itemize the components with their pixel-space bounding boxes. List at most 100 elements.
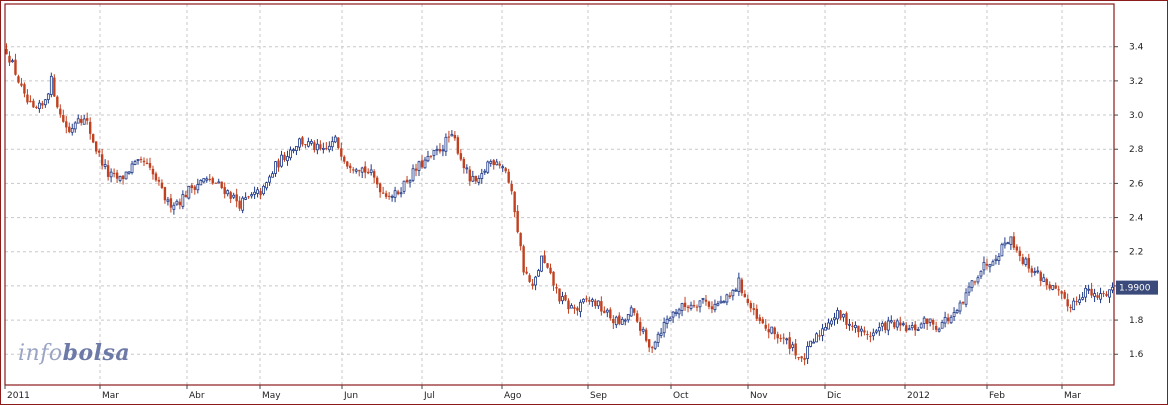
candle-body-up <box>901 323 905 326</box>
candle-body-down <box>603 310 606 314</box>
candle-body-down <box>462 158 466 169</box>
candle-body-up <box>626 313 630 321</box>
candle-body-down <box>728 295 732 298</box>
candle-body-down <box>1060 291 1063 294</box>
candle-body-down <box>683 302 687 308</box>
candle-body-down <box>20 83 23 86</box>
candle-body-down <box>755 308 758 319</box>
candle-body-down <box>513 191 516 213</box>
candle-body-up <box>827 322 830 330</box>
candle-body-up <box>1042 277 1046 282</box>
candle-body-down <box>546 263 549 268</box>
candle-body-up <box>895 320 899 328</box>
candle-body-up <box>435 148 439 151</box>
candle-body-down <box>931 319 935 325</box>
candle-body-down <box>1048 284 1051 289</box>
candle-body-down <box>56 96 59 108</box>
candle-body-down <box>899 322 902 326</box>
candle-body-up <box>701 297 705 300</box>
candle-body-up <box>641 328 645 332</box>
candle-body-down <box>946 317 950 322</box>
candle-body-up <box>806 346 810 359</box>
candle-body-down <box>1030 268 1033 273</box>
candle-body-down <box>106 165 110 177</box>
candle-body-down <box>387 195 391 197</box>
candle-body-down <box>381 192 385 194</box>
candle-body-up <box>268 176 271 183</box>
candle-body-up <box>949 316 953 324</box>
candle-body-down <box>1075 301 1078 303</box>
candle-body-down <box>1054 285 1057 289</box>
x-tick-label: Mar <box>102 391 119 401</box>
candle-body-up <box>770 326 774 334</box>
candle-body-up <box>175 200 179 205</box>
candle-body-up <box>244 197 248 200</box>
x-axis: 2011 Mar Abr May Jun Jul Ago Sep Oct Nov Dic 2012 Fe… <box>4 385 1081 401</box>
last-price-label: 1.9900 <box>1119 284 1151 294</box>
candle-body-up <box>49 75 53 95</box>
candle-body-down <box>1063 292 1066 299</box>
candle-body-up <box>540 255 543 272</box>
candle-body-down <box>543 255 546 263</box>
candle-body-up <box>369 169 373 173</box>
candle-body-down <box>352 169 355 171</box>
candle-body-up <box>970 280 974 288</box>
candle-body-up <box>722 301 726 304</box>
candle-body-up <box>815 333 818 343</box>
candle-body-up <box>423 159 427 169</box>
candle-body-up <box>480 173 484 179</box>
x-tick-label: Sep <box>590 391 607 401</box>
candle-body-down <box>1015 246 1019 251</box>
candle-body-down <box>349 165 352 169</box>
candle-body-down <box>510 183 513 192</box>
candle-body-down <box>53 77 56 97</box>
candle-body-up <box>943 317 947 324</box>
candle-body-up <box>124 171 128 180</box>
candle-body-up <box>674 311 678 314</box>
y-tick-label: 3.0 <box>1129 111 1144 121</box>
candle-body-down <box>704 299 708 302</box>
x-tick-label: Jul <box>423 391 435 401</box>
candle-body-up <box>614 316 618 326</box>
candle-body-up <box>809 340 812 347</box>
candle-body-up <box>791 344 795 348</box>
candle-body-up <box>922 317 926 324</box>
candle-body-up <box>952 312 956 318</box>
candle-body-down <box>340 148 343 157</box>
candle-body-down <box>474 175 478 182</box>
candle-body-up <box>309 141 313 144</box>
candle-body-down <box>764 324 767 329</box>
candle-body-up <box>73 122 77 130</box>
candle-body-up <box>991 261 995 266</box>
candle-body-up <box>426 155 430 162</box>
candle-body-up <box>130 163 134 173</box>
candle-body-up <box>713 303 717 311</box>
candle-body-down <box>366 171 370 174</box>
candle-body-up <box>330 141 334 148</box>
candle-body-down <box>857 325 860 333</box>
candle-body-down <box>456 137 460 154</box>
x-tick-label: Ago <box>504 391 522 401</box>
candle-body-down <box>707 301 711 307</box>
x-tick-label: Nov <box>750 391 768 401</box>
candle-body-up <box>689 304 693 309</box>
candle-body-down <box>1057 289 1060 291</box>
candle-body-down <box>14 59 17 75</box>
candle-body-down <box>372 171 376 178</box>
candle-body-down <box>558 288 561 302</box>
x-tick-label: Jun <box>343 391 358 401</box>
candle-body-up <box>226 190 230 195</box>
candle-body-down <box>639 321 642 331</box>
candle-body-down <box>609 309 612 319</box>
candle-body-up <box>982 261 986 271</box>
candle-body-down <box>588 300 591 302</box>
candle-body-down <box>525 271 528 274</box>
candle-body-down <box>346 161 349 167</box>
candle-body-down <box>647 339 651 348</box>
candle-body-up <box>854 324 857 329</box>
candle-body-up <box>677 309 681 315</box>
y-tick-label: 3.4 <box>1129 43 1144 53</box>
candle-body-up <box>662 322 666 334</box>
